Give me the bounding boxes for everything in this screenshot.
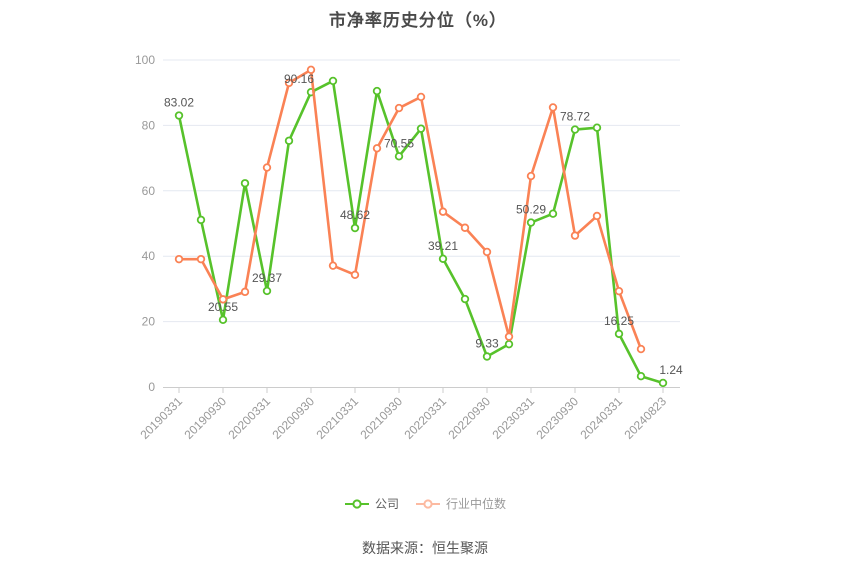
data-point-marker[interactable] xyxy=(504,332,514,341)
data-point-marker[interactable] xyxy=(218,315,228,325)
x-axis-label: 20220331 xyxy=(401,394,449,442)
data-point-value-label: 29.37 xyxy=(252,271,282,285)
data-point-marker[interactable] xyxy=(548,209,558,218)
data-point-marker[interactable] xyxy=(284,78,294,88)
x-axis-label: 20240331 xyxy=(577,394,625,442)
chart-title: 市净率历史分位（%） xyxy=(328,11,508,30)
legend-item-company[interactable]: 公司 xyxy=(344,495,399,512)
x-axis-label: 20210930 xyxy=(357,394,405,442)
industry-median-series-marker-icon xyxy=(415,498,441,510)
x-axis: 2019033120190930202003312020093020210331… xyxy=(137,387,680,442)
data-point-value-label: 83.02 xyxy=(164,96,194,110)
data-point-marker[interactable] xyxy=(636,372,646,381)
data-point-marker[interactable] xyxy=(614,329,624,339)
data-point-value-label: 1.24 xyxy=(659,363,683,377)
data-point-marker[interactable] xyxy=(262,286,272,296)
x-axis-label: 20190331 xyxy=(137,394,185,442)
data-point-value-label: 9.33 xyxy=(475,336,499,350)
data-point-marker[interactable] xyxy=(570,231,580,240)
x-axis-label: 20200331 xyxy=(225,394,273,442)
y-axis-tick-label: 20 xyxy=(142,315,156,329)
data-point-marker[interactable] xyxy=(416,124,426,133)
data-point-value-label: 50.29 xyxy=(516,203,546,217)
legend-item-industry-median[interactable]: 行业中位数 xyxy=(415,495,506,512)
data-point-marker[interactable] xyxy=(460,294,470,304)
x-axis-label: 20210331 xyxy=(313,394,361,442)
industry-median-line[interactable] xyxy=(177,68,643,351)
data-point-marker[interactable] xyxy=(306,65,316,75)
data-point-value-label: 78.72 xyxy=(560,110,590,124)
data-point-marker[interactable] xyxy=(174,254,184,264)
data-point-marker[interactable] xyxy=(196,254,206,264)
data-point-marker[interactable] xyxy=(350,223,360,233)
data-point-marker[interactable] xyxy=(262,163,272,172)
data-source-note: 数据来源：恒生聚源 xyxy=(362,540,488,556)
data-point-marker[interactable] xyxy=(636,344,646,354)
data-point-value-label: 90.16 xyxy=(284,72,314,86)
x-axis-label: 20190930 xyxy=(181,394,229,442)
legend-label-company: 公司 xyxy=(374,497,399,511)
data-point-marker[interactable] xyxy=(196,215,206,225)
data-point-marker[interactable] xyxy=(174,111,184,120)
x-axis-label: 20220930 xyxy=(445,394,493,442)
data-point-marker[interactable] xyxy=(372,86,382,96)
data-point-marker[interactable] xyxy=(284,136,294,145)
line-chart[interactable]: 0 20 40 60 80 100 2019033120190930202003312020… xyxy=(0,0,850,480)
data-point-marker[interactable] xyxy=(218,295,228,304)
y-axis-tick-label: 100 xyxy=(135,53,155,67)
data-point-marker[interactable] xyxy=(482,247,492,257)
data-point-marker[interactable] xyxy=(438,254,448,263)
industry-median-series[interactable] xyxy=(174,65,646,354)
data-point-value-label: 39.21 xyxy=(428,239,458,253)
x-axis-label: 20240823 xyxy=(621,394,669,442)
data-point-marker[interactable] xyxy=(240,287,250,297)
data-point-value-label: 70.55 xyxy=(384,136,414,150)
data-point-marker[interactable] xyxy=(526,218,536,227)
data-point-marker[interactable] xyxy=(526,171,536,181)
data-point-value-label: 48.62 xyxy=(340,208,370,222)
y-axis-tick-label: 40 xyxy=(142,249,156,263)
data-point-marker[interactable] xyxy=(460,223,470,232)
x-axis-label: 20200930 xyxy=(269,394,317,442)
data-point-marker[interactable] xyxy=(614,286,624,296)
data-point-marker[interactable] xyxy=(372,144,382,153)
data-point-marker[interactable] xyxy=(548,103,558,112)
data-point-marker[interactable] xyxy=(416,92,426,102)
data-point-marker[interactable] xyxy=(328,76,338,86)
data-point-marker[interactable] xyxy=(394,103,404,113)
y-axis-tick-label: 80 xyxy=(142,118,156,132)
data-point-marker[interactable] xyxy=(658,378,668,388)
data-point-marker[interactable] xyxy=(350,270,360,280)
data-point-marker[interactable] xyxy=(240,179,250,188)
y-axis-labels: 0 20 40 60 80 100 xyxy=(135,53,155,394)
data-point-marker[interactable] xyxy=(570,125,580,134)
data-point-marker[interactable] xyxy=(504,339,514,349)
x-axis-label: 20230930 xyxy=(533,394,581,442)
company-series-marker-icon xyxy=(344,498,370,510)
chart-legend: 公司 行业中位数 xyxy=(0,495,850,512)
company-series[interactable] xyxy=(174,76,668,388)
x-axis-label: 20230331 xyxy=(489,394,537,442)
legend-label-industry-median: 行业中位数 xyxy=(446,497,507,511)
value-labels: 83.02 20.55 29.37 90.16 48.62 70.55 39.21 9.33 5… xyxy=(164,72,683,377)
y-axis-tick-label: 60 xyxy=(142,184,156,198)
data-point-value-label: 20.55 xyxy=(208,300,238,314)
data-point-marker[interactable] xyxy=(592,123,602,132)
data-point-marker[interactable] xyxy=(592,211,602,221)
y-axis-tick-label: 0 xyxy=(148,380,155,394)
data-point-marker[interactable] xyxy=(394,152,404,161)
data-point-marker[interactable] xyxy=(482,352,492,361)
data-point-marker[interactable] xyxy=(328,261,338,270)
data-point-marker[interactable] xyxy=(438,207,448,216)
data-point-value-label: 16.25 xyxy=(604,314,634,328)
